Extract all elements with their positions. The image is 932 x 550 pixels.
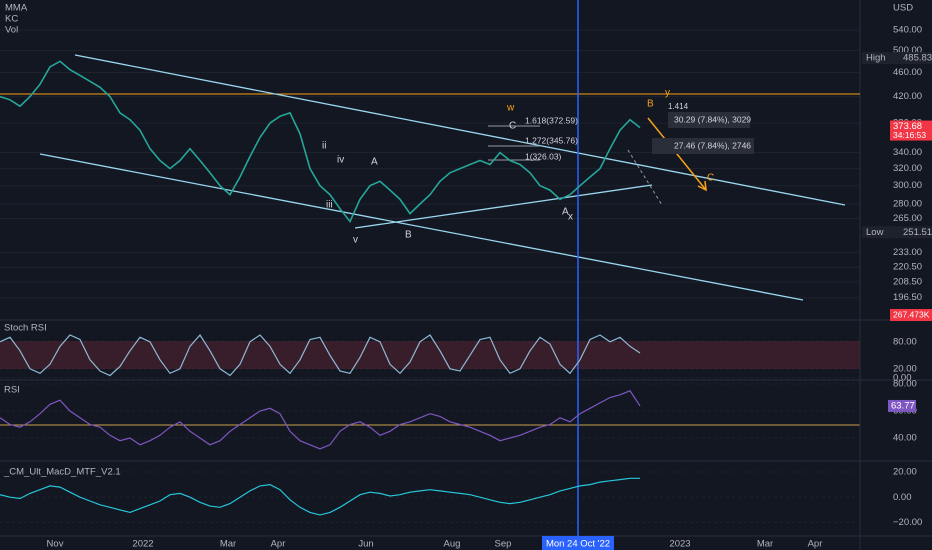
wave-label: A	[371, 157, 378, 168]
wave-label: iv	[337, 155, 344, 166]
x-tick-label: Mon 24 Oct '22	[546, 539, 610, 550]
y-tick-label: 300.00	[893, 180, 922, 191]
low-label: Low	[866, 227, 884, 238]
channel-line	[74, 54, 846, 206]
high-label: High	[866, 53, 886, 64]
measure-label: 30.29 (7.84%), 3029	[674, 114, 751, 124]
x-tick-label: Mar	[757, 539, 773, 550]
y-tick-label: 280.00	[893, 198, 922, 209]
y-tick-label: 420.00	[893, 91, 922, 102]
pane-title: Stoch RSI	[4, 323, 47, 334]
y-tick-label: 500.00	[893, 45, 922, 56]
y-tick-label: −20.00	[893, 517, 922, 528]
fib-label: 1(326.03)	[525, 151, 562, 161]
x-tick-label: Nov	[47, 539, 64, 550]
measure-box	[652, 138, 754, 154]
low-value: 251.51	[903, 227, 932, 238]
wave-label: B	[405, 230, 412, 241]
y-tick-label: 80.00	[893, 379, 917, 390]
series-line	[0, 334, 641, 377]
x-tick-label: 2022	[132, 539, 153, 550]
wave-label: w	[506, 103, 515, 114]
x-tick-label: Apr	[271, 539, 286, 550]
wave-label: C	[509, 121, 516, 132]
x-tick-label: Sep	[495, 539, 512, 550]
fib-label: 1.618(372.59)	[525, 115, 578, 125]
wave-label: y	[665, 88, 670, 99]
volume-label: 267.473K	[893, 309, 930, 319]
high-value: 485.83	[903, 53, 932, 64]
grid	[0, 29, 860, 523]
arrow-head	[697, 180, 707, 192]
wave-label: A	[562, 207, 569, 218]
pane-title: _CM_Ult_MacD_MTF_V2.1	[3, 467, 121, 478]
series-line	[0, 477, 640, 516]
wave-label: v	[353, 235, 358, 246]
y-tick-label: 265.00	[893, 213, 922, 224]
axes: 540.00500.00460.00420.00380.00340.00320.…	[47, 25, 932, 550]
high-tag-bg	[862, 52, 932, 65]
last-price-bg	[890, 120, 932, 141]
measure-box	[668, 112, 750, 128]
countdown: 34:16:53	[893, 130, 926, 140]
series	[0, 60, 641, 516]
y-tick-label: 460.00	[893, 67, 922, 78]
fib-label: 1.272(345.76)	[525, 135, 578, 145]
x-tick-label: Apr	[808, 539, 823, 550]
rsi-value: 63.77	[891, 400, 915, 411]
y-tick-label: 233.00	[893, 247, 922, 258]
x-tick-label: 2023	[669, 539, 690, 550]
series-line	[0, 60, 641, 224]
channel-line	[39, 153, 804, 301]
y-tick-label: 0.00	[893, 372, 912, 383]
pane-title: RSI	[4, 385, 20, 396]
y-tick-label: 80.00	[893, 336, 917, 347]
indicator-name: MMA	[5, 3, 28, 14]
series-line	[0, 390, 641, 450]
date-cursor-label	[542, 536, 614, 550]
y-tick-label: 340.00	[893, 147, 922, 158]
y-tick-label: 196.50	[893, 292, 922, 303]
wave-label: iii	[326, 200, 333, 211]
channel-line	[354, 184, 653, 229]
y-tick-label: 20.00	[893, 466, 917, 477]
y-tick-label: 540.00	[893, 25, 922, 36]
low-tag-bg	[862, 226, 932, 239]
rsi-tag-bg	[888, 399, 916, 412]
wave-label: ii	[322, 141, 326, 152]
currency: USD	[893, 3, 913, 14]
projection-line	[627, 149, 663, 206]
wave-label: x	[568, 212, 573, 223]
indicator-name: Vol	[5, 25, 18, 36]
last-price: 373.68	[893, 121, 922, 132]
wave-label: C	[707, 173, 714, 184]
fib-label: 1.414	[668, 102, 689, 111]
x-tick-label: Aug	[444, 539, 461, 550]
y-tick-label: 220.50	[893, 262, 922, 273]
wave-label: B	[647, 99, 654, 110]
y-tick-label: 20.00	[893, 363, 917, 374]
volume-tag-bg	[890, 309, 932, 321]
measure-label: 27.46 (7.84%), 2746	[674, 140, 751, 150]
y-tick-label: 320.00	[893, 163, 922, 174]
y-tick-label: 0.00	[893, 492, 912, 503]
x-tick-label: Jun	[358, 539, 373, 550]
y-tick-label: 208.50	[893, 277, 922, 288]
y-tick-label: 40.00	[893, 433, 917, 444]
x-tick-label: Mar	[220, 539, 236, 550]
indicator-name: KC	[5, 14, 18, 25]
stoch-band	[0, 341, 860, 369]
